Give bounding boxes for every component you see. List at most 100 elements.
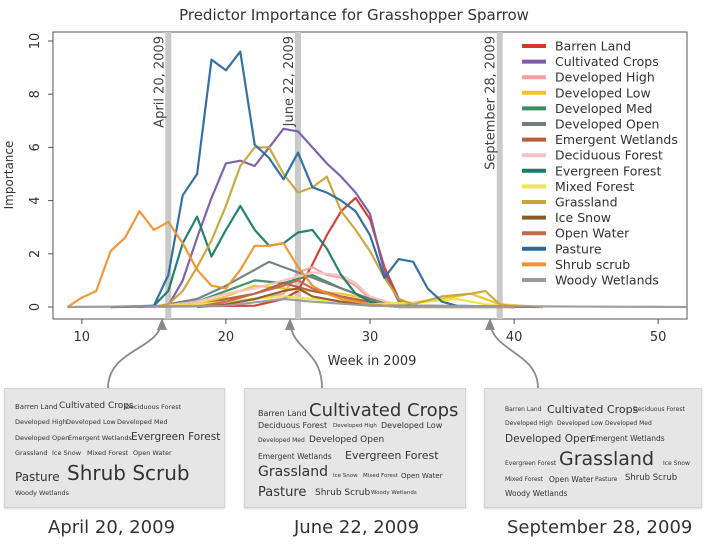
word: Evergreen Forest xyxy=(505,460,557,467)
word: Pasture xyxy=(258,485,307,500)
date-marker-label: June 22, 2009 xyxy=(282,36,297,127)
caption-september: September 28, 2009 xyxy=(507,517,693,538)
y-tick-label: 8 xyxy=(28,90,43,98)
legend-label: Ice Snow xyxy=(555,210,611,225)
wordcloud-panel-september: Barren Land Cultivated Crops Deciduous F… xyxy=(484,388,702,508)
y-tick-label: 4 xyxy=(28,196,43,204)
word: Developed Open xyxy=(309,435,385,445)
word: Woody Wetlands xyxy=(371,490,417,496)
word: Pasture xyxy=(595,476,618,483)
legend-label: Emergent Wetlands xyxy=(555,132,678,147)
word: Open Water xyxy=(401,472,443,480)
word: Emergent Wetlands xyxy=(591,434,665,443)
word: Ice Snow xyxy=(52,449,82,457)
word: Deciduous Forest xyxy=(633,406,685,413)
word: Evergreen Forest xyxy=(345,449,439,462)
legend-label: Developed Med xyxy=(555,101,652,116)
word: Developed Med xyxy=(117,418,168,426)
legend-label: Grassland xyxy=(555,195,618,210)
word: Deciduous Forest xyxy=(258,421,328,430)
x-tick-label: 50 xyxy=(650,330,667,345)
word: Evergreen Forest xyxy=(131,431,221,443)
word: Grassland xyxy=(15,449,48,457)
y-tick-label: 6 xyxy=(28,143,43,151)
x-tick-label: 20 xyxy=(218,330,235,345)
series-line xyxy=(110,50,515,309)
legend-label: Barren Land xyxy=(555,39,631,54)
series-line xyxy=(153,146,515,309)
series-line xyxy=(110,127,543,309)
x-axis-label: Week in 2009 xyxy=(328,354,417,369)
importance-chart: Predictor Importance for Grasshopper Spa… xyxy=(2,6,688,369)
legend-label: Evergreen Forest xyxy=(555,163,661,178)
word: Open Water xyxy=(549,475,594,484)
series-line xyxy=(153,260,515,309)
date-marker-label: April 20, 2009 xyxy=(152,36,167,128)
legend-label: Cultivated Crops xyxy=(555,54,659,69)
word: Deciduous Forest xyxy=(125,403,182,411)
caption-april: April 20, 2009 xyxy=(48,517,176,538)
word: Pasture xyxy=(15,470,60,484)
word: Cultivated Crops xyxy=(547,403,639,416)
word: Grassland xyxy=(559,448,654,470)
legend-label: Pasture xyxy=(555,241,602,256)
word: Developed Open xyxy=(15,434,70,442)
series-line xyxy=(110,196,543,309)
y-tick-label: 10 xyxy=(28,33,43,50)
word: Barren Land xyxy=(258,409,307,418)
word: Shrub Scrub xyxy=(625,473,678,483)
legend-label: Developed High xyxy=(555,70,655,85)
series-line xyxy=(67,297,688,309)
date-marker-band xyxy=(294,32,301,319)
wordcloud-panel-april: Barren Land Cultivated Crops Deciduous F… xyxy=(4,388,225,508)
word: Woody Wetlands xyxy=(15,489,70,497)
word: Barren Land xyxy=(505,406,542,413)
date-marker-band xyxy=(165,32,172,319)
word: Emergent Wetlands xyxy=(68,434,132,442)
word: Developed High xyxy=(505,420,553,427)
legend-label: Open Water xyxy=(555,226,630,241)
word: Developed Low xyxy=(66,418,116,426)
series-lines xyxy=(66,50,688,309)
word: Ice Snow xyxy=(333,473,358,479)
word: Developed Med xyxy=(605,420,652,427)
legend-label: Shrub scrub xyxy=(555,257,630,272)
word: Barren Land xyxy=(15,403,58,411)
chart-title: Predictor Importance for Grasshopper Spa… xyxy=(179,6,529,24)
word: Mixed Forest xyxy=(363,473,398,479)
x-tick-label: 10 xyxy=(74,330,91,345)
word: Open Water xyxy=(133,449,172,457)
series-line xyxy=(66,210,515,309)
legend-label: Developed Low xyxy=(555,85,651,100)
y-tick-label: 2 xyxy=(28,250,43,258)
word: Mixed Forest xyxy=(87,449,129,457)
word: Developed High xyxy=(333,423,377,429)
y-axis-label: Importance xyxy=(2,141,16,210)
word: Mixed Forest xyxy=(505,476,544,483)
word: Emergent Wetlands xyxy=(258,452,332,461)
date-marker-band xyxy=(496,32,503,319)
series-line xyxy=(153,271,515,309)
word: Woody Wetlands xyxy=(505,489,568,498)
word: Developed Low xyxy=(557,420,603,427)
word: Developed Low xyxy=(381,421,443,430)
legend-label: Mixed Forest xyxy=(555,179,634,194)
word: Cultivated Crops xyxy=(59,401,134,411)
legend-label: Woody Wetlands xyxy=(555,273,659,288)
legend-label: Deciduous Forest xyxy=(555,148,663,163)
word: Developed Med xyxy=(258,437,305,444)
legend-label: Developed Open xyxy=(555,117,659,132)
caption-june: June 22, 2009 xyxy=(294,517,420,538)
x-tick-label: 40 xyxy=(506,330,523,345)
y-tick-label: 0 xyxy=(28,303,43,311)
word: Shrub Scrub xyxy=(67,461,190,485)
date-marker-label: September 28, 2009 xyxy=(484,36,499,170)
word: Developed Open xyxy=(505,433,593,445)
word: Shrub Scrub xyxy=(315,488,371,498)
x-tick-label: 30 xyxy=(362,330,379,345)
word: Cultivated Crops xyxy=(309,400,459,421)
word: Ice Snow xyxy=(663,460,690,467)
word: Grassland xyxy=(258,464,328,480)
date-markers: April 20, 2009 June 22, 2009 September 28,… xyxy=(152,32,503,319)
